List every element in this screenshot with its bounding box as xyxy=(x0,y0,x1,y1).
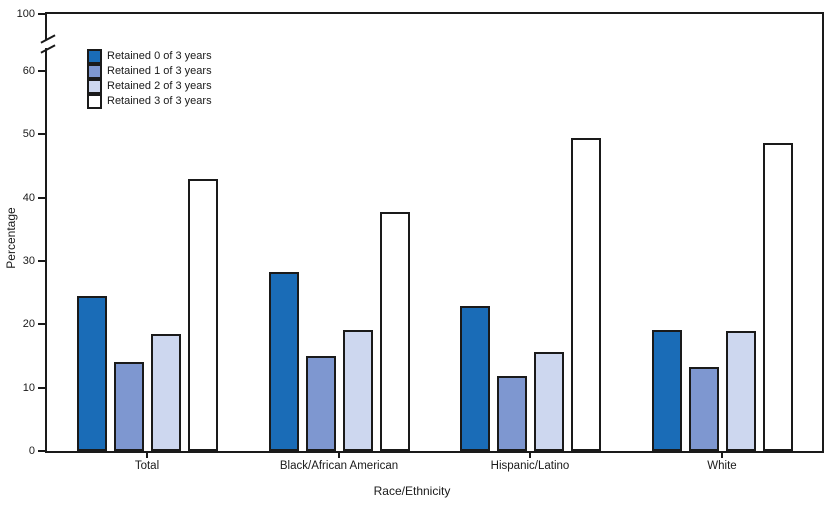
y-tick-label-30: 30 xyxy=(22,255,35,267)
y-tick-label-10: 10 xyxy=(22,381,35,394)
x-tick-mark-3 xyxy=(721,451,723,458)
bar-series2-black-african-american xyxy=(342,330,373,451)
bar-series0-white xyxy=(651,330,682,451)
y-tick-label-20: 20 xyxy=(22,318,35,331)
y-axis-break-gap xyxy=(43,40,50,48)
legend-label: Retained 3 of 3 years xyxy=(107,95,212,107)
x-tick-mark-1 xyxy=(338,451,340,458)
x-axis-title: Race/Ethnicity xyxy=(373,484,451,498)
x-category-label-black-african-american: Black/African American xyxy=(279,460,399,472)
bar-series3-total xyxy=(187,179,218,451)
legend-item-0: Retained 0 of 3 years xyxy=(87,49,212,64)
y-tick-mark-50 xyxy=(38,133,45,136)
x-tick-mark-0 xyxy=(146,451,148,458)
legend-item-3: Retained 3 of 3 years xyxy=(87,94,212,109)
legend-label: Retained 1 of 3 years xyxy=(107,65,212,77)
y-tick-mark-40 xyxy=(38,196,45,199)
bar-series0-total xyxy=(76,295,107,451)
legend-swatch-icon xyxy=(87,94,102,109)
x-category-label-hispanic-latino: Hispanic/Latino xyxy=(490,460,570,472)
y-tick-label-50: 50 xyxy=(22,128,35,141)
y-tick-mark-10 xyxy=(38,386,45,389)
bar-series0-hispanic-latino xyxy=(459,305,490,451)
legend-item-1: Retained 1 of 3 years xyxy=(87,64,212,79)
bar-series0-black-african-american xyxy=(268,272,299,451)
y-tick-mark-0 xyxy=(38,450,45,452)
bar-series1-white xyxy=(688,366,719,451)
y-tick-mark-30 xyxy=(38,260,45,262)
legend-item-2: Retained 2 of 3 years xyxy=(87,79,212,94)
x-category-label-white: White xyxy=(707,460,737,472)
bar-series1-total xyxy=(113,362,144,451)
bar-series1-black-african-american xyxy=(305,356,336,451)
x-category-label-total: Total xyxy=(134,460,160,472)
y-tick-label-60: 60 xyxy=(22,65,35,77)
legend-swatch-icon xyxy=(87,64,102,79)
bar-series3-hispanic-latino xyxy=(570,137,601,451)
legend-swatch-icon xyxy=(87,79,102,94)
legend-label: Retained 0 of 3 years xyxy=(107,50,212,62)
plot-area: Retained 0 of 3 years Retained 1 of 3 yea… xyxy=(45,12,824,453)
bar-series2-hispanic-latino xyxy=(533,352,564,451)
y-tick-label-100: 100 xyxy=(16,8,35,20)
legend: Retained 0 of 3 years Retained 1 of 3 yea… xyxy=(87,49,212,109)
bar-series2-white xyxy=(725,331,756,451)
y-tick-label-40: 40 xyxy=(22,191,35,204)
legend-label: Retained 2 of 3 years xyxy=(107,80,212,92)
bar-series2-total xyxy=(150,333,181,451)
y-tick-mark-60 xyxy=(38,70,45,72)
y-tick-mark-100 xyxy=(38,13,45,15)
y-tick-label-0: 0 xyxy=(28,445,35,457)
x-tick-mark-2 xyxy=(529,451,531,458)
bar-series1-hispanic-latino xyxy=(496,376,527,451)
y-tick-mark-20 xyxy=(38,323,45,326)
legend-swatch-icon xyxy=(87,49,102,64)
plot-inner: Retained 0 of 3 years Retained 1 of 3 yea… xyxy=(47,14,822,451)
bar-series3-black-african-american xyxy=(379,211,410,451)
bar-series3-white xyxy=(762,143,793,451)
